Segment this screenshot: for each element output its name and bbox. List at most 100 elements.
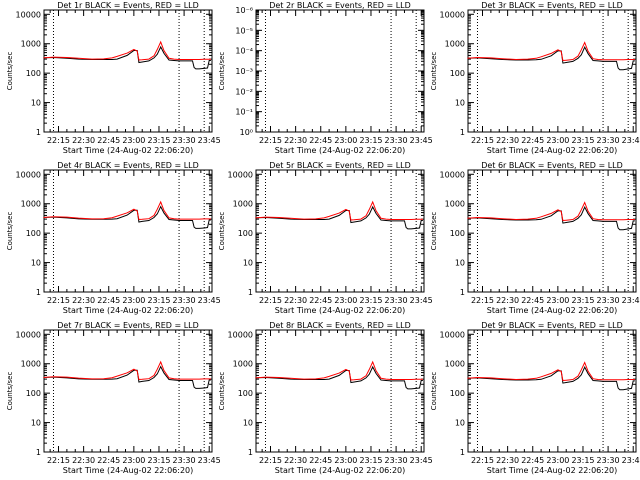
detector-panel-6: 1 10 100 1000 10000 22:15 22:30 22:45 23:00 23:15… <box>430 161 640 315</box>
plot-frame <box>255 9 425 133</box>
plot-frame <box>467 329 637 453</box>
y-tick-label: 100 <box>450 69 465 78</box>
x-tick-label: 22:45 <box>97 296 120 305</box>
x-tick-label: 22:45 <box>521 456 544 465</box>
x-tick-label: 22:15 <box>259 456 282 465</box>
y-axis-label: Counts/sec <box>6 372 14 411</box>
y-tick-label: 1 <box>248 288 253 297</box>
y-tick-label: 10000 <box>16 330 41 339</box>
x-tick-label: 23:00 <box>546 296 569 305</box>
x-tick-label: 23:15 <box>359 456 382 465</box>
x-tick-label: 22:30 <box>496 456 519 465</box>
detector-panel-4: 1 10 100 1000 10000 22:15 22:30 22:45 23:00 23:15… <box>6 161 221 315</box>
plot-frame <box>43 9 213 133</box>
x-tick-label: 22:30 <box>496 296 519 305</box>
plot-frame <box>43 169 213 293</box>
y-tick-label: 100 <box>26 69 41 78</box>
panel-title: Det 5r BLACK = Events, RED = LLD <box>269 161 411 170</box>
y-axis-label: Counts/sec <box>6 212 14 251</box>
panel-title: Det 6r BLACK = Events, RED = LLD <box>481 161 623 170</box>
y-axis-label: Counts/sec <box>6 52 14 91</box>
x-tick-label: 23:30 <box>385 456 408 465</box>
x-tick-label: 22:30 <box>496 136 519 145</box>
x-tick-label: 22:45 <box>521 296 544 305</box>
x-tick-label: 23:30 <box>597 296 620 305</box>
x-tick-label: 22:30 <box>72 136 95 145</box>
x-tick-label: 23:30 <box>385 296 408 305</box>
detector-panel-5: 1 10 100 1000 10000 22:15 22:30 22:45 23:00 23:15… <box>218 161 433 315</box>
x-tick-label: 23:45 <box>410 456 433 465</box>
x-tick-label: 23:15 <box>571 456 594 465</box>
y-tick-label: 1000 <box>233 200 253 209</box>
y-tick-label: 1000 <box>445 360 465 369</box>
x-tick-label: 22:15 <box>471 136 494 145</box>
x-tick-label: 22:30 <box>72 296 95 305</box>
x-tick-label: 22:15 <box>471 296 494 305</box>
x-tick-label: 22:45 <box>97 136 120 145</box>
y-tick-label: 1000 <box>233 360 253 369</box>
y-tick-label: 10 <box>31 419 41 428</box>
plot-frame <box>255 329 425 453</box>
x-axis-label: Start Time (24-Aug-02 22:06:20) <box>63 146 194 155</box>
events-series-line <box>255 205 423 230</box>
y-tick-label: 100 <box>238 389 253 398</box>
lld-series-line <box>255 360 423 381</box>
x-axis-label: Start Time (24-Aug-02 22:06:20) <box>275 146 406 155</box>
x-tick-label: 22:30 <box>284 456 307 465</box>
y-tick-label: 10 <box>455 99 465 108</box>
y-tick-label: 1000 <box>445 40 465 49</box>
plot-frame <box>43 329 213 453</box>
detector-panel-2: 10⁰ 10⁻¹ 10⁻² 10⁻³ 10⁻⁴ 10⁻⁵ 10⁻⁶ 22:15 22:30 22:… <box>218 1 433 155</box>
y-tick-label: 100 <box>450 389 465 398</box>
detector-panel-3: 1 10 100 1000 10000 22:15 22:30 22:45 23:00 23:15… <box>430 1 640 155</box>
panel-title: Det 2r BLACK = Events, RED = LLD <box>269 1 411 10</box>
x-tick-label: 23:45 <box>410 136 433 145</box>
y-axis-label: Counts/sec <box>430 52 438 91</box>
x-tick-label: 23:15 <box>571 136 594 145</box>
y-tick-label: 1 <box>460 288 465 297</box>
panel-title: Det 3r BLACK = Events, RED = LLD <box>481 1 623 10</box>
lld-series-line <box>467 201 635 222</box>
y-tick-label: 10⁰ <box>240 128 253 137</box>
x-tick-label: 23:15 <box>147 296 170 305</box>
x-tick-label: 23:45 <box>622 136 640 145</box>
y-tick-label: 1000 <box>21 40 41 49</box>
events-series-line <box>467 366 635 391</box>
y-tick-label: 10⁻¹ <box>235 108 253 117</box>
x-tick-label: 22:30 <box>284 296 307 305</box>
x-tick-label: 23:30 <box>173 456 196 465</box>
detector-panel-8: 1 10 100 1000 10000 22:15 22:30 22:45 23:00 23:15… <box>218 321 433 475</box>
x-tick-label: 22:30 <box>72 456 95 465</box>
x-axis-label: Start Time (24-Aug-02 22:06:20) <box>487 466 618 475</box>
lld-series-line <box>43 360 211 381</box>
y-tick-label: 10⁻⁶ <box>235 6 253 15</box>
x-tick-label: 22:45 <box>309 136 332 145</box>
y-tick-label: 100 <box>450 229 465 238</box>
x-tick-label: 22:15 <box>47 136 70 145</box>
events-series-line <box>43 365 211 389</box>
lld-series-line <box>255 200 423 221</box>
x-tick-label: 23:45 <box>410 296 433 305</box>
detector-panel-1: 1 10 100 1000 10000 22:15 22:30 22:45 23:00 23:15… <box>6 1 221 155</box>
events-series-line <box>43 205 211 229</box>
plot-frame <box>467 9 637 133</box>
x-tick-label: 23:45 <box>622 456 640 465</box>
panel-title: Det 8r BLACK = Events, RED = LLD <box>269 321 411 330</box>
panel-title: Det 1r BLACK = Events, RED = LLD <box>57 1 199 10</box>
x-tick-label: 22:15 <box>259 296 282 305</box>
y-tick-label: 100 <box>26 229 41 238</box>
x-tick-label: 23:00 <box>334 296 357 305</box>
x-tick-label: 22:15 <box>47 296 70 305</box>
lld-series-line <box>43 200 211 221</box>
x-axis-label: Start Time (24-Aug-02 22:06:20) <box>63 306 194 315</box>
x-axis-label: Start Time (24-Aug-02 22:06:20) <box>275 306 406 315</box>
x-tick-label: 23:30 <box>597 456 620 465</box>
y-axis-label: Counts/sec <box>218 212 226 251</box>
y-tick-label: 10⁻² <box>235 87 253 96</box>
y-tick-label: 1 <box>36 128 41 137</box>
y-tick-label: 10000 <box>440 170 465 179</box>
lld-series-line <box>43 40 211 61</box>
plot-frame <box>255 169 425 293</box>
x-tick-label: 22:15 <box>47 456 70 465</box>
x-tick-label: 23:15 <box>147 456 170 465</box>
